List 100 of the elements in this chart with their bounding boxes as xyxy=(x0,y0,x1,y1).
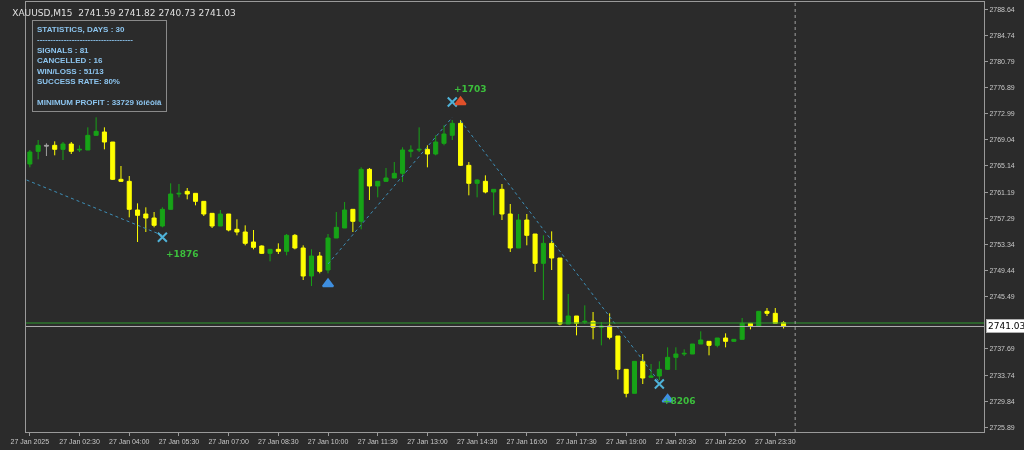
candlestick xyxy=(640,353,646,385)
candlestick xyxy=(673,346,679,371)
annotation: SIGNALS : 81 xyxy=(37,45,90,55)
candlestick xyxy=(275,242,281,255)
candlestick xyxy=(540,234,546,301)
candlestick xyxy=(267,248,273,262)
candlestick xyxy=(201,200,207,217)
candlestick xyxy=(358,166,364,230)
candlestick xyxy=(723,332,729,348)
candlestick xyxy=(176,183,182,198)
candlestick xyxy=(731,338,737,343)
candlestick xyxy=(333,211,339,239)
point xyxy=(446,96,458,108)
candlestick xyxy=(375,180,381,198)
candlestick xyxy=(366,167,372,201)
candlestick xyxy=(681,348,687,357)
candlestick xyxy=(474,178,480,198)
candlestick xyxy=(408,144,414,158)
candlestick xyxy=(159,206,165,228)
candlestick xyxy=(101,126,107,150)
candlestick xyxy=(68,141,74,155)
candlestick xyxy=(292,233,298,250)
candlestick xyxy=(126,175,132,218)
annotation: +1876 xyxy=(166,249,199,259)
candlestick xyxy=(300,244,306,281)
candlestick xyxy=(192,192,199,206)
annotation: MINIMUM PROFIT : 33729 ïóíêòîâ xyxy=(37,97,163,107)
candlestick xyxy=(499,183,505,221)
candlestick xyxy=(516,213,522,249)
annotation: SUCCESS RATE: 80% xyxy=(37,77,120,86)
candlestick xyxy=(416,126,422,153)
candlestick xyxy=(135,202,141,243)
candlestick xyxy=(308,248,314,287)
candlestick xyxy=(424,144,430,168)
candlestick xyxy=(391,161,397,179)
candlestick xyxy=(259,244,265,255)
candlestick xyxy=(665,346,671,371)
candlestick xyxy=(284,233,290,256)
candlestick xyxy=(234,218,240,236)
point xyxy=(653,378,665,390)
candlestick xyxy=(524,213,530,246)
candlestick xyxy=(35,139,41,160)
candlestick xyxy=(168,182,174,210)
candlestick xyxy=(400,146,406,183)
candlestick xyxy=(43,142,49,157)
candlestick xyxy=(532,233,538,273)
candlestick xyxy=(582,304,588,325)
candlestick xyxy=(449,119,455,141)
annotation: WIN/LOSS : 51/13 xyxy=(37,66,105,76)
candlestick xyxy=(557,257,563,326)
annotation: CANCELLED : 16 xyxy=(37,56,103,66)
candlestick xyxy=(184,187,190,200)
candlestick xyxy=(615,335,621,380)
candlestick xyxy=(93,116,99,136)
candlestick xyxy=(631,360,638,394)
candlestick xyxy=(656,360,662,381)
candlestick xyxy=(698,330,704,345)
candlestick xyxy=(441,124,447,146)
candlestick xyxy=(242,224,248,246)
candlestick xyxy=(52,140,58,156)
ref-line-label: 2741.03 xyxy=(988,321,1024,331)
candlestick xyxy=(466,161,472,196)
candlestick xyxy=(143,206,149,233)
candlestick xyxy=(383,167,389,183)
annotation: +8206 xyxy=(663,396,696,406)
candlestick xyxy=(458,119,464,167)
point xyxy=(454,96,467,106)
candlestick xyxy=(573,315,580,336)
point xyxy=(321,278,335,288)
candlestick xyxy=(764,307,770,317)
candlestick xyxy=(209,212,215,229)
candlestick xyxy=(342,201,348,229)
candlestick xyxy=(507,203,513,253)
candlestick xyxy=(217,209,223,227)
candlestick xyxy=(714,337,720,348)
candlestick xyxy=(706,340,712,356)
candlestick xyxy=(325,233,331,274)
candlestick xyxy=(689,343,695,355)
candlestick xyxy=(250,229,257,250)
annotation: ------------------------------------ xyxy=(37,35,134,45)
candlestick xyxy=(27,149,33,168)
candlestick xyxy=(623,368,629,398)
candlestick xyxy=(118,165,124,183)
candlestick xyxy=(85,126,91,151)
candlestick xyxy=(350,208,356,233)
candlestick xyxy=(317,251,323,274)
annotation: +1703 xyxy=(454,84,487,94)
candlestick xyxy=(607,312,613,340)
candlestick xyxy=(77,144,83,153)
candlestick xyxy=(648,363,654,378)
candlestick xyxy=(482,174,488,194)
candlestick xyxy=(433,134,439,156)
candlestick xyxy=(549,230,555,271)
point xyxy=(156,231,168,243)
candlestick xyxy=(151,211,157,228)
candlestick xyxy=(110,141,116,181)
annotation: STATISTICS, DAYS : 30 xyxy=(37,25,125,34)
candlestick xyxy=(226,213,232,232)
candlestick xyxy=(60,141,66,161)
candlestick xyxy=(491,188,497,216)
